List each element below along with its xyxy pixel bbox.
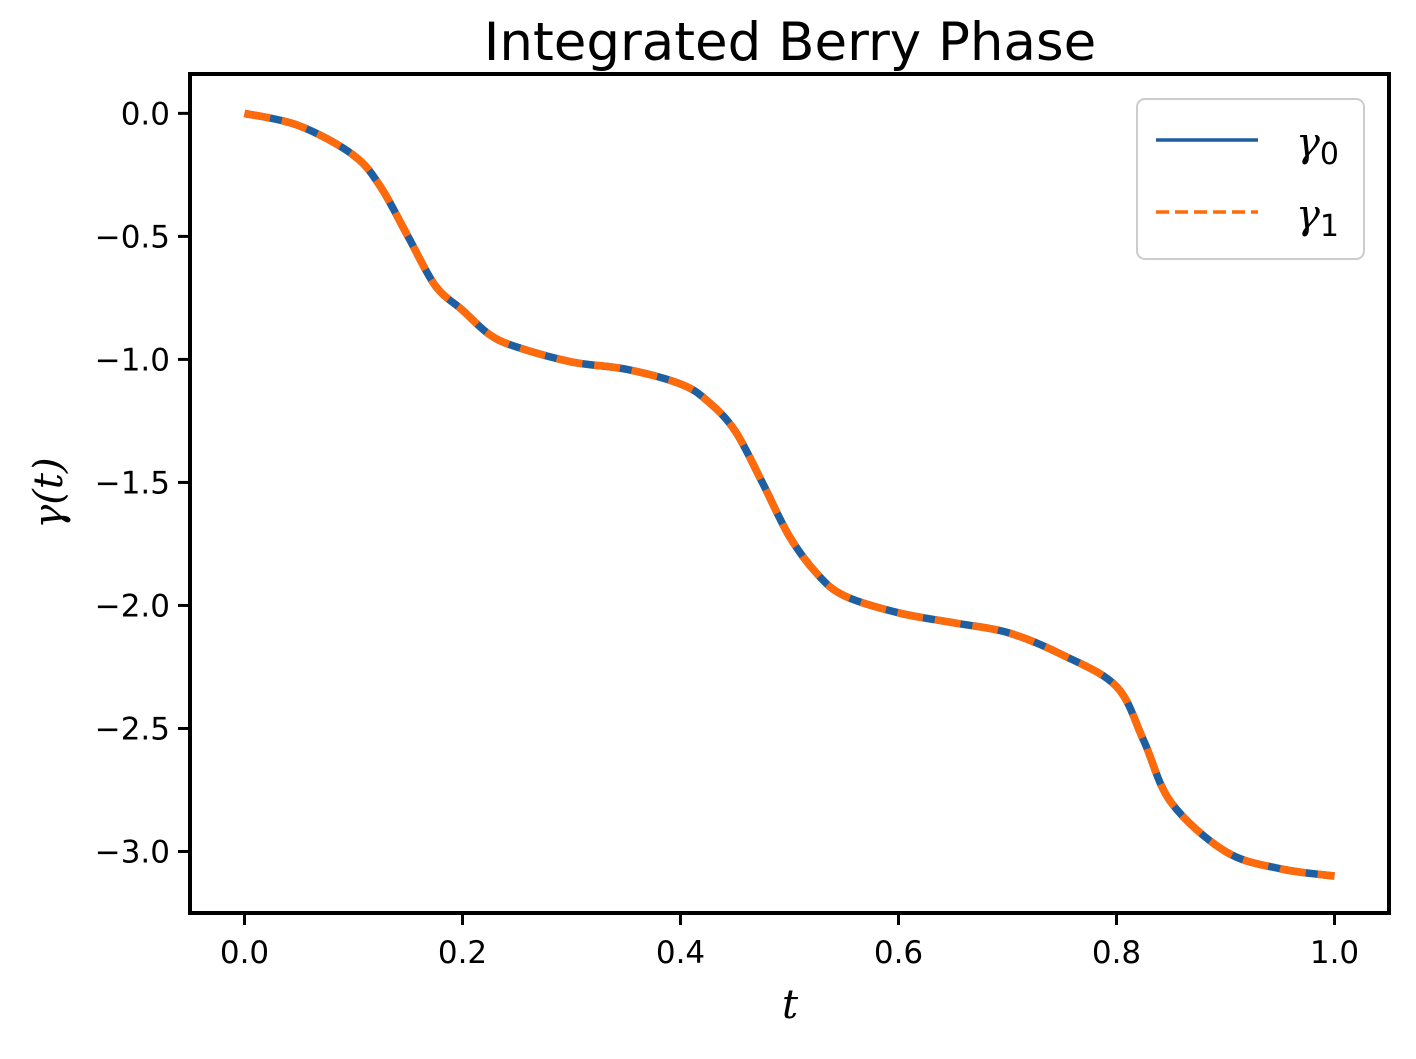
series-lines: [243, 109, 1335, 880]
x-tick-label: 0.8: [1092, 935, 1141, 971]
x-tick-label: 0.2: [438, 935, 487, 971]
x-axis-label: t: [782, 982, 799, 1028]
series-line-gamma1: [243, 109, 1335, 880]
x-tick-label: 0.4: [656, 935, 705, 971]
legend-label-gamma0-sub: 0: [1320, 137, 1339, 172]
x-axis-ticks: 0.0 0.2 0.4 0.6 0.8 1.0: [220, 913, 1359, 971]
y-axis-label: γ(t): [26, 457, 72, 528]
plot-area: [188, 72, 1391, 915]
legend-label-gamma1: γ1: [1296, 192, 1339, 244]
legend: γ0 γ1: [1136, 98, 1365, 260]
y-tick-label: −2.5: [95, 711, 170, 747]
y-tick-label: −0.5: [95, 219, 170, 255]
legend-label-gamma0-main: γ: [1296, 120, 1320, 166]
legend-label-gamma1-sub: 1: [1320, 209, 1339, 244]
y-tick-label: −1.5: [95, 465, 170, 501]
legend-label-gamma0: γ0: [1296, 120, 1339, 172]
y-tick-label: 0.0: [121, 96, 170, 132]
x-tick-label: 1.0: [1310, 935, 1359, 971]
y-axis-ticks: 0.0 −0.5 −1.0 −1.5 −2.0 −2.5 −3.0: [95, 96, 190, 870]
y-tick-label: −2.0: [95, 588, 170, 624]
chart-title: Integrated Berry Phase: [484, 12, 1096, 73]
axes-frame: [188, 72, 1391, 915]
y-tick-label: −1.0: [95, 342, 170, 378]
legend-label-gamma1-main: γ: [1296, 192, 1320, 238]
x-tick-label: 0.0: [220, 935, 269, 971]
x-tick-label: 0.6: [874, 935, 923, 971]
y-tick-label: −3.0: [95, 834, 170, 870]
